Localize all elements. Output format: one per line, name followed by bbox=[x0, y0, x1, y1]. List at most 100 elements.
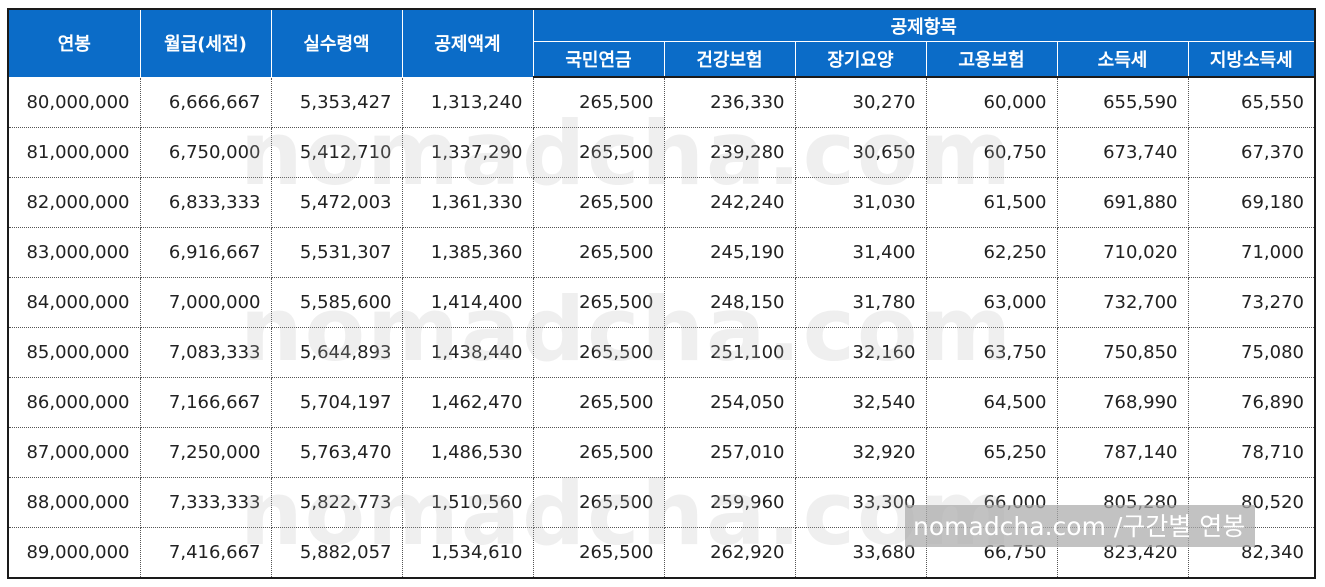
header-employment-insurance[interactable]: 고용보험 bbox=[926, 41, 1058, 78]
table-cell: 732,700 bbox=[1057, 277, 1189, 328]
table-cell: 88,000,000 bbox=[9, 477, 141, 528]
table-row: 83,000,000 6,916,667 5,531,307 1,385,360 265… bbox=[9, 227, 1314, 278]
table-cell: 73,270 bbox=[1188, 277, 1314, 328]
table-cell: 265,500 bbox=[533, 277, 665, 328]
table-cell: 31,030 bbox=[795, 177, 927, 228]
table-cell: 1,438,440 bbox=[402, 327, 534, 378]
table-cell: 262,920 bbox=[664, 527, 796, 577]
table-cell: 86,000,000 bbox=[9, 377, 141, 428]
table-row: 81,000,000 6,750,000 5,412,710 1,337,290 265… bbox=[9, 127, 1314, 178]
header-income-tax[interactable]: 소득세 bbox=[1057, 41, 1189, 78]
table-cell: 265,500 bbox=[533, 77, 665, 128]
table-cell: 64,500 bbox=[926, 377, 1058, 428]
table-cell: 62,250 bbox=[926, 227, 1058, 278]
table-cell: 1,462,470 bbox=[402, 377, 534, 428]
table-cell: 83,000,000 bbox=[9, 227, 141, 278]
table-row: 87,000,000 7,250,000 5,763,470 1,486,530 265… bbox=[9, 427, 1314, 478]
table-cell: 265,500 bbox=[533, 177, 665, 228]
table-cell: 1,385,360 bbox=[402, 227, 534, 278]
table-cell: 245,190 bbox=[664, 227, 796, 278]
table-cell: 71,000 bbox=[1188, 227, 1314, 278]
table-cell: 5,353,427 bbox=[271, 77, 403, 128]
table-cell: 1,414,400 bbox=[402, 277, 534, 328]
table-cell: 1,361,330 bbox=[402, 177, 534, 228]
table-cell: 257,010 bbox=[664, 427, 796, 478]
header-long-term-care[interactable]: 장기요양 bbox=[795, 41, 927, 78]
table-cell: 1,337,290 bbox=[402, 127, 534, 178]
table-cell: 32,160 bbox=[795, 327, 927, 378]
table-cell: 82,340 bbox=[1241, 542, 1304, 563]
table-cell: 265,500 bbox=[533, 527, 665, 577]
table-cell: 251,100 bbox=[664, 327, 796, 378]
table-cell: 75,080 bbox=[1188, 327, 1314, 378]
table-cell: 265,500 bbox=[533, 477, 665, 528]
table-cell: 5,644,893 bbox=[271, 327, 403, 378]
table-cell: 6,750,000 bbox=[140, 127, 272, 178]
table-cell: 787,140 bbox=[1057, 427, 1189, 478]
table-cell: 30,270 bbox=[795, 77, 927, 128]
table-cell: 5,822,773 bbox=[271, 477, 403, 528]
table-cell: 259,960 bbox=[664, 477, 796, 528]
table-cell: 254,050 bbox=[664, 377, 796, 428]
table-cell: 61,500 bbox=[926, 177, 1058, 228]
table-cell: 82,000,000 bbox=[9, 177, 141, 228]
table-cell: 6,666,667 bbox=[140, 77, 272, 128]
table-cell: 85,000,000 bbox=[9, 327, 141, 378]
table-cell: 33,300 bbox=[795, 477, 927, 528]
header-annual-salary[interactable]: 연봉 bbox=[9, 10, 141, 78]
table-cell: 673,740 bbox=[1057, 127, 1189, 178]
table-row: 85,000,000 7,083,333 5,644,893 1,438,440 265… bbox=[9, 327, 1314, 378]
header-local-income-tax[interactable]: 지방소득세 bbox=[1188, 41, 1314, 78]
table-cell: 242,240 bbox=[664, 177, 796, 228]
header-health-insurance[interactable]: 건강보험 bbox=[664, 41, 796, 78]
table-cell: 63,000 bbox=[926, 277, 1058, 328]
header-monthly-gross[interactable]: 월급(세전) bbox=[140, 10, 272, 78]
table-cell: 5,472,003 bbox=[271, 177, 403, 228]
table-cell: 710,020 bbox=[1057, 227, 1189, 278]
table-cell: 265,500 bbox=[533, 227, 665, 278]
table-cell: 5,763,470 bbox=[271, 427, 403, 478]
table-cell: 6,833,333 bbox=[140, 177, 272, 228]
table-cell: 66,750 bbox=[926, 527, 1058, 577]
salary-table-container: 연봉 월급(세전) 실수령액 공제액계 공제항목 국민연금 건강보험 장기요양 … bbox=[7, 8, 1316, 579]
table-row: 82,000,000 6,833,333 5,472,003 1,361,330 265… bbox=[9, 177, 1314, 228]
header-net-pay[interactable]: 실수령액 bbox=[271, 10, 403, 78]
table-cell: 80,000,000 bbox=[9, 77, 141, 128]
header-national-pension[interactable]: 국민연금 bbox=[533, 41, 665, 78]
table-body: 80,000,000 6,666,667 5,353,427 1,313,240 265… bbox=[9, 77, 1314, 577]
table-cell: 1,313,240 bbox=[402, 77, 534, 128]
table-cell: 31,780 bbox=[795, 277, 927, 328]
table-cell: 5,585,600 bbox=[271, 277, 403, 328]
table-cell: 265,500 bbox=[533, 127, 665, 178]
table-cell: 805,280 bbox=[1057, 477, 1189, 528]
table-cell: 5,882,057 bbox=[271, 527, 403, 577]
table-cell: 66,000 bbox=[926, 477, 1058, 528]
table-cell: 63,750 bbox=[926, 327, 1058, 378]
table-cell: 60,750 bbox=[926, 127, 1058, 178]
table-cell: 65,250 bbox=[926, 427, 1058, 478]
table-cell: 823,420 bbox=[1057, 527, 1189, 577]
table-cell: 750,850 bbox=[1057, 327, 1189, 378]
table-cell: 655,590 bbox=[1057, 77, 1189, 128]
table-row: 86,000,000 7,166,667 5,704,197 1,462,470 265… bbox=[9, 377, 1314, 428]
table-cell: 84,000,000 bbox=[9, 277, 141, 328]
table-cell: 89,000,000 bbox=[9, 527, 141, 577]
salary-table: 연봉 월급(세전) 실수령액 공제액계 공제항목 국민연금 건강보험 장기요양 … bbox=[9, 10, 1314, 577]
table-cell: 5,531,307 bbox=[271, 227, 403, 278]
table-cell: 7,333,333 bbox=[140, 477, 272, 528]
table-cell: 76,890 bbox=[1188, 377, 1314, 428]
table-cell: 1,486,530 bbox=[402, 427, 534, 478]
table-cell: 30,650 bbox=[795, 127, 927, 178]
table-cell: 87,000,000 bbox=[9, 427, 141, 478]
table-cell: 239,280 bbox=[664, 127, 796, 178]
table-cell: 33,680 bbox=[795, 527, 927, 577]
table-cell: 236,330 bbox=[664, 77, 796, 128]
table-cell: 7,250,000 bbox=[140, 427, 272, 478]
table-cell: 81,000,000 bbox=[9, 127, 141, 178]
table-cell: 265,500 bbox=[533, 427, 665, 478]
table-cell: 5,704,197 bbox=[271, 377, 403, 428]
header-total-deductions[interactable]: 공제액계 bbox=[402, 10, 534, 78]
table-cell: 265,500 bbox=[533, 377, 665, 428]
header-deduction-items: 공제항목 bbox=[533, 10, 1314, 42]
table-cell: 7,083,333 bbox=[140, 327, 272, 378]
